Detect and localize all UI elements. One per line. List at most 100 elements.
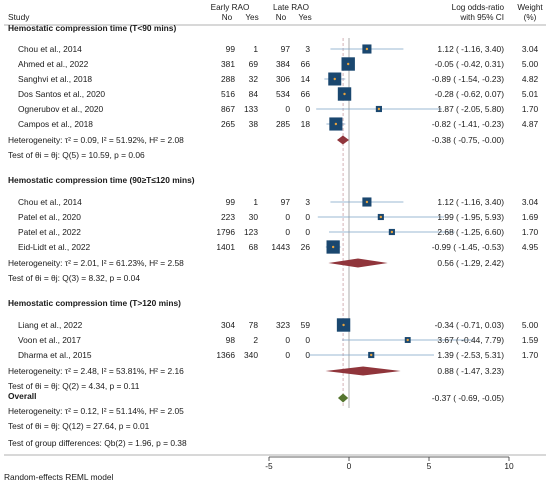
study-point (365, 47, 369, 51)
effect-estimate: 1.12 ( -1.16, 3.40) (437, 44, 504, 54)
late-no-value: 306 (276, 74, 290, 84)
weight-value: 1.70 (522, 350, 539, 360)
homogeneity-test: Test of θi = θj: Q(3) = 8.32, p = 0.04 (8, 273, 140, 283)
early-no-value: 265 (221, 119, 235, 129)
late-yes-value: 0 (305, 104, 310, 114)
weight-value: 5.00 (522, 59, 539, 69)
subgroup-diamond (337, 135, 349, 145)
header-effect-line2: with 95% CI (459, 13, 504, 22)
study-point (342, 323, 345, 327)
study-point (370, 353, 373, 357)
early-no-value: 304 (221, 320, 235, 330)
x-tick-label: 10 (504, 461, 514, 471)
late-no-value: 0 (285, 212, 290, 222)
study-point (406, 338, 409, 342)
study-point (390, 230, 394, 234)
late-yes-value: 0 (305, 212, 310, 222)
early-no-value: 1796 (216, 227, 235, 237)
late-no-value: 0 (285, 104, 290, 114)
late-yes-value: 66 (301, 89, 311, 99)
x-tick-label: 5 (427, 461, 432, 471)
x-tick-label: 0 (347, 461, 352, 471)
effect-estimate: -0.34 ( -0.71, 0.03) (435, 320, 505, 330)
early-yes-value: 38 (249, 119, 259, 129)
study-point (334, 122, 338, 126)
early-no-value: 98 (226, 335, 236, 345)
late-yes-value: 26 (301, 242, 311, 252)
late-yes-value: 0 (305, 227, 310, 237)
study-point (343, 92, 346, 96)
subgroup-title: Hemostatic compression time (90≥T≤120 mi… (8, 175, 195, 185)
model-note: Random-effects REML model (4, 472, 114, 482)
early-yes-value: 84 (249, 89, 259, 99)
forest-rows: Hemostatic compression time (T<90 mins) C… (8, 23, 538, 471)
late-yes-value: 59 (301, 320, 311, 330)
subgroup-estimate: -0.38 ( -0.75, -0.00) (432, 135, 504, 145)
early-yes-value: 32 (249, 74, 259, 84)
overall-diamond (337, 393, 349, 403)
early-no-value: 223 (221, 212, 235, 222)
late-no-value: 384 (276, 59, 290, 69)
weight-value: 1.59 (522, 335, 539, 345)
study-name: Campos et al., 2018 (18, 119, 93, 129)
study-name: Eid-Lidt et al., 2022 (18, 242, 91, 252)
early-no-value: 867 (221, 104, 235, 114)
overall-heterogeneity: Heterogeneity: τ² = 0.12, I² = 51.14%, H… (8, 406, 184, 416)
study-name: Patel et al., 2020 (18, 212, 81, 222)
heterogeneity-text: Heterogeneity: τ² = 0.09, I² = 51.92%, H… (8, 135, 184, 145)
effect-estimate: -0.05 ( -0.42, 0.31) (435, 59, 505, 69)
header-late-yes: Yes (298, 13, 311, 22)
late-no-value: 0 (285, 350, 290, 360)
subgroup-title: Hemostatic compression time (T<90 mins) (8, 23, 176, 33)
late-yes-value: 0 (305, 350, 310, 360)
study-point (347, 62, 350, 66)
weight-value: 4.87 (522, 119, 539, 129)
late-no-value: 1443 (271, 242, 290, 252)
early-yes-value: 340 (244, 350, 258, 360)
homogeneity-test: Test of θi = θj: Q(2) = 4.34, p = 0.11 (8, 381, 140, 391)
effect-estimate: 1.12 ( -1.16, 3.40) (437, 197, 504, 207)
late-no-value: 534 (276, 89, 290, 99)
weight-value: 5.01 (522, 89, 539, 99)
early-no-value: 1366 (216, 350, 235, 360)
homogeneity-test: Test of θi = θj: Q(5) = 10.59, p = 0.06 (8, 150, 145, 160)
study-point (379, 215, 383, 219)
header-early-no: No (222, 13, 233, 22)
late-no-value: 285 (276, 119, 290, 129)
weight-value: 5.00 (522, 320, 539, 330)
x-tick-label: -5 (265, 461, 273, 471)
early-no-value: 516 (221, 89, 235, 99)
study-name: Dos Santos et al., 2020 (18, 89, 105, 99)
header-late-rao: Late RAO (273, 3, 309, 12)
weight-value: 1.70 (522, 104, 539, 114)
header-weight-line1: Weight (517, 3, 543, 12)
weight-value: 1.69 (522, 212, 539, 222)
study-point (377, 107, 381, 111)
effect-estimate: 1.39 ( -2.53, 5.31) (437, 350, 504, 360)
early-no-value: 381 (221, 59, 235, 69)
weight-value: 4.82 (522, 74, 539, 84)
early-yes-value: 78 (249, 320, 259, 330)
subgroup-estimate: 0.88 ( -1.47, 3.23) (437, 366, 504, 376)
late-yes-value: 66 (301, 59, 311, 69)
effect-estimate: -0.82 ( -1.41, -0.23) (432, 119, 504, 129)
overall-title: Overall (8, 391, 36, 401)
late-yes-value: 14 (301, 74, 311, 84)
header-early-yes: Yes (245, 13, 258, 22)
group-differences-test: Test of group differences: Qb(2) = 1.96,… (8, 438, 187, 448)
weight-value: 3.04 (522, 44, 539, 54)
early-yes-value: 69 (249, 59, 259, 69)
early-yes-value: 1 (253, 44, 258, 54)
header-weight-line2: (%) (524, 13, 537, 22)
late-yes-value: 18 (301, 119, 311, 129)
early-yes-value: 2 (253, 335, 258, 345)
weight-value: 1.70 (522, 227, 539, 237)
late-no-value: 0 (285, 227, 290, 237)
study-name: Voon et al., 2017 (18, 335, 81, 345)
effect-estimate: -0.89 ( -1.54, -0.23) (432, 74, 504, 84)
early-no-value: 288 (221, 74, 235, 84)
subgroup-diamond (328, 258, 388, 268)
late-no-value: 0 (285, 335, 290, 345)
effect-estimate: 1.99 ( -1.95, 5.93) (437, 212, 504, 222)
